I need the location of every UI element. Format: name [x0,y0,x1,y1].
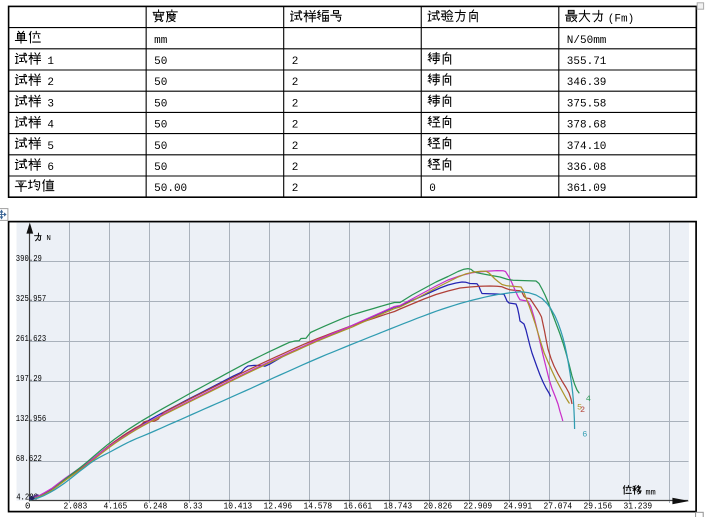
svg-text:197.29: 197.29 [16,374,42,384]
svg-text:12.496: 12.496 [264,502,293,512]
svg-text:2: 2 [292,56,299,68]
svg-text:132.956: 132.956 [16,414,46,424]
svg-text:8.33: 8.33 [184,502,203,512]
svg-text:4: 4 [47,120,54,132]
svg-text:N/50mm: N/50mm [567,35,607,47]
svg-text:mm: mm [646,487,656,497]
svg-text:29.156: 29.156 [584,502,613,512]
svg-text:16.661: 16.661 [344,502,373,512]
svg-text:24.991: 24.991 [504,502,533,512]
svg-text:361.09: 361.09 [567,183,607,195]
svg-text:4.165: 4.165 [104,502,128,512]
svg-text:18.743: 18.743 [384,502,413,512]
svg-text:374.10: 374.10 [567,141,607,153]
svg-text:2: 2 [292,77,299,89]
svg-text:22.909: 22.909 [464,502,493,512]
svg-text:355.71: 355.71 [567,56,607,68]
svg-text:14.578: 14.578 [304,502,333,512]
svg-text:50.00: 50.00 [154,183,187,195]
svg-text:2: 2 [47,77,54,89]
svg-text:50: 50 [154,120,167,132]
svg-text:50: 50 [154,98,167,110]
svg-text:0: 0 [429,183,436,195]
svg-text:6.248: 6.248 [144,502,168,512]
svg-text:50: 50 [154,56,167,68]
svg-text:0: 0 [25,502,30,512]
svg-text:10.413: 10.413 [224,502,253,512]
svg-text:378.68: 378.68 [567,120,607,132]
svg-text:6: 6 [582,430,587,440]
svg-text:N: N [46,235,51,243]
svg-text:mm: mm [154,35,168,47]
svg-text:5: 5 [577,402,582,412]
svg-text:346.39: 346.39 [567,77,607,89]
svg-text:2: 2 [292,183,299,195]
svg-text:4: 4 [586,394,591,404]
svg-text:50: 50 [154,77,167,89]
svg-text:325.957: 325.957 [16,294,46,304]
svg-text:336.08: 336.08 [567,162,607,174]
svg-text:5: 5 [47,141,54,153]
svg-text:2: 2 [292,141,299,153]
svg-text:2: 2 [292,162,299,174]
svg-text:375.58: 375.58 [567,98,607,110]
svg-text:50: 50 [154,162,167,174]
svg-text:31.239: 31.239 [624,502,653,512]
svg-text:2: 2 [292,120,299,132]
svg-text:1: 1 [47,56,54,68]
svg-text:27.074: 27.074 [544,502,573,512]
svg-text:6: 6 [47,162,54,174]
svg-text:2: 2 [580,405,585,415]
svg-text:2: 2 [292,98,299,110]
svg-text:3: 3 [47,98,54,110]
svg-text:(Fm): (Fm) [608,14,634,26]
svg-text:2.083: 2.083 [64,502,88,512]
svg-text:390.29: 390.29 [16,254,42,264]
svg-text:20.826: 20.826 [424,502,453,512]
svg-text:68.622: 68.622 [16,454,42,464]
svg-text:261.623: 261.623 [16,334,46,344]
svg-text:50: 50 [154,141,167,153]
svg-text:4.288: 4.288 [16,492,38,502]
